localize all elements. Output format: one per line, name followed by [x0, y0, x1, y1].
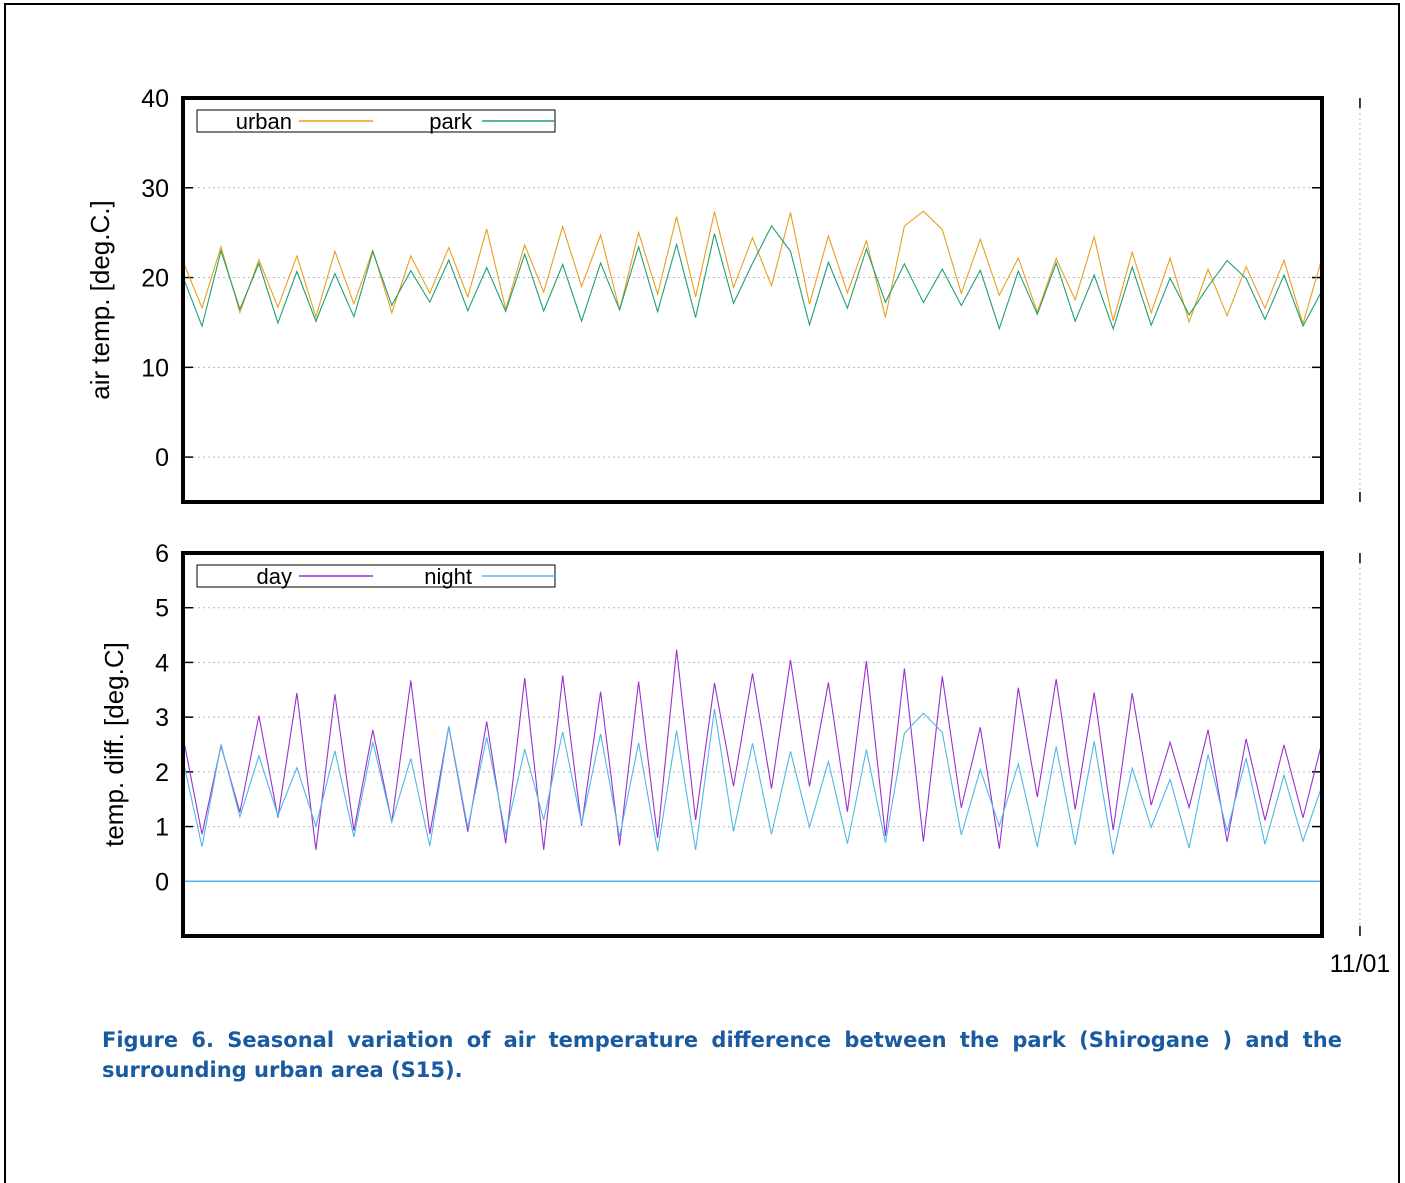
temperature-difference-chart: 012345611/0101/0103/0105/0107/0109/01tem…	[99, 540, 1391, 978]
y-axis-label: temp. diff. [deg.C]	[99, 642, 129, 847]
figure-charts: 0 10 20 30 40 air temp. [deg.C.] urban park 0 1 2…	[85, 85, 1391, 978]
plot-frame	[181, 551, 1324, 938]
air-temperature-chart: 0 10 20 30 40 air temp. [deg.C.] urban park	[85, 85, 1361, 504]
legend-label-urban: urban	[236, 109, 292, 134]
legend-label-day: day	[257, 564, 292, 589]
y-tick-label: 1	[155, 814, 169, 842]
legend-label-park: park	[429, 109, 473, 134]
series-line-night	[183, 709, 1322, 855]
series-line-park	[183, 224, 1322, 331]
legend-label-night: night	[424, 564, 472, 589]
legend: day night	[196, 564, 556, 589]
series-line-day	[183, 649, 1322, 850]
y-tick-label: 0	[155, 868, 169, 896]
series-line-urban	[183, 210, 1322, 326]
y-tick-label: 2	[155, 759, 169, 787]
y-tick-label: 4	[155, 649, 169, 677]
y-tick-label: 3	[155, 704, 169, 732]
legend: urban park	[196, 109, 556, 134]
y-tick-label: 10	[141, 354, 169, 382]
y-tick-label: 40	[141, 85, 169, 113]
figure-frame	[4, 3, 1400, 1183]
y-tick-label: 30	[141, 175, 169, 203]
y-tick-label: 6	[155, 540, 169, 568]
y-tick-label: 0	[155, 444, 169, 472]
x-tick-label: 11/01	[1330, 950, 1391, 978]
y-axis-label: air temp. [deg.C.]	[85, 200, 115, 399]
figure-caption: Figure 6. Seasonal variation of air temp…	[102, 1028, 1342, 1082]
plot-frame	[181, 96, 1324, 504]
y-tick-label: 20	[141, 265, 169, 293]
y-tick-label: 5	[155, 595, 169, 623]
